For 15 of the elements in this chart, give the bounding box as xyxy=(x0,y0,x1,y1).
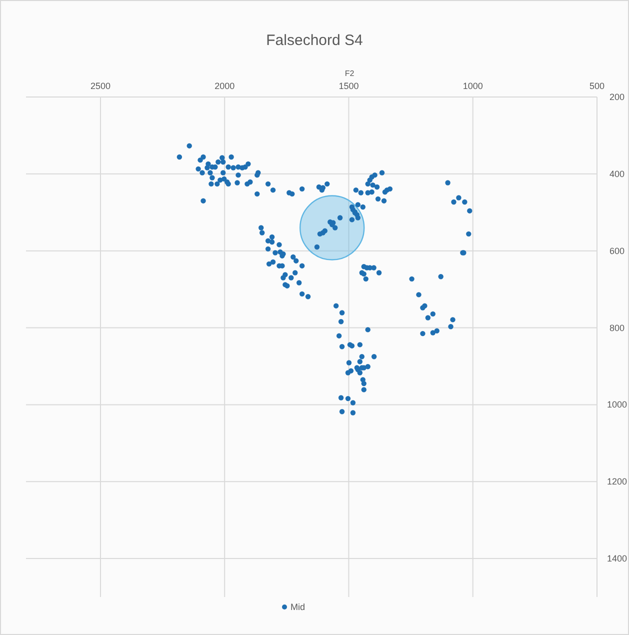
x-tick-label: 500 xyxy=(589,81,605,91)
y-tick-label: 600 xyxy=(609,246,625,256)
y-tick-label: 400 xyxy=(609,168,625,179)
y-tick-label: 1200 xyxy=(606,476,628,487)
y-tick-label: 200 xyxy=(609,92,625,102)
y-tick-label: 1400 xyxy=(606,554,628,564)
x-axis-title: F2 xyxy=(344,69,355,78)
y-tick-label: 1000 xyxy=(606,400,628,410)
x-tick-label: 2500 xyxy=(90,81,110,91)
legend-label: Mid xyxy=(290,602,306,612)
chart-title: Falsechord S4 xyxy=(266,32,363,49)
x-tick-label: 1000 xyxy=(462,81,483,91)
x-tick-label: 1500 xyxy=(338,81,359,91)
y-tick-label: 800 xyxy=(609,322,625,333)
x-tick-label: 2000 xyxy=(214,81,235,91)
